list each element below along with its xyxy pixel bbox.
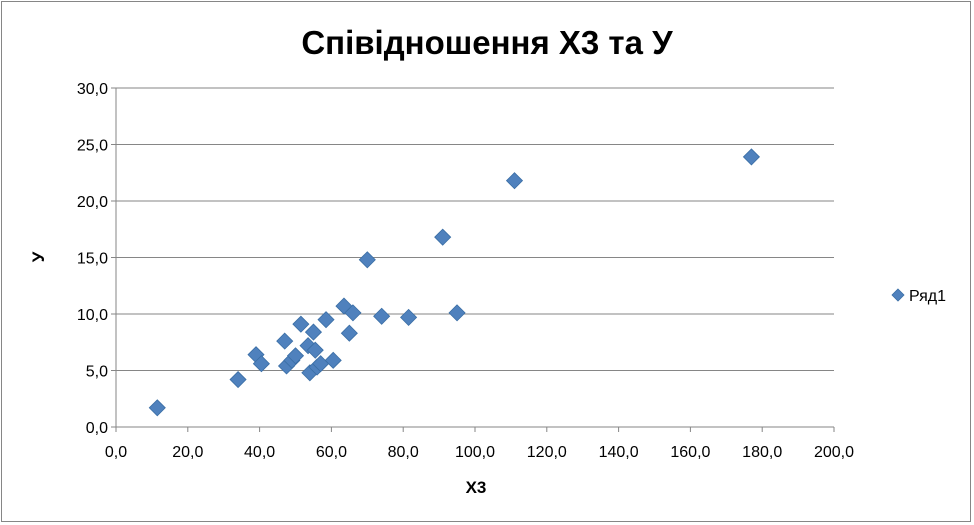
y-tick-label: 15,0 [77,251,108,268]
data-point [373,307,391,325]
chart-title: Співідношення Х3 та У [301,24,673,61]
data-point [286,347,305,365]
y-tick-label: 30,0 [77,81,108,98]
data-point [317,311,335,329]
data-point [400,308,418,326]
data-point [434,228,452,246]
x-tick-label: 40,0 [244,444,275,461]
data-point [340,324,358,342]
y-tick-label: 25,0 [77,138,108,155]
grid [111,87,834,428]
y-tick-label: 20,0 [77,194,108,211]
data-point [344,304,362,322]
data-point [304,323,323,341]
data-point [276,332,294,350]
data-point [292,315,310,333]
data-point [306,341,324,359]
legend-marker-icon [891,288,905,302]
x-tick-label: 120,0 [527,444,567,461]
data-point [252,355,270,373]
x-tick-label: 20,0 [172,444,203,461]
data-point [448,304,466,322]
data-point [229,370,247,389]
y-tick-label: 0,0 [86,420,108,437]
data-point [148,399,166,417]
axes [115,88,835,432]
y-axis-title: У [29,251,48,262]
y-tick-label: 10,0 [77,307,108,324]
x-tick-labels: 0,0 20,0 40,0 60,0 80,0 100,0 120,0 140,0 160,0 1… [105,444,854,461]
legend: Ряд1 [891,288,946,305]
x-tick-label: 160,0 [670,444,710,461]
x-axis-title: Х3 [466,478,487,497]
legend-label: Ряд1 [909,288,946,305]
y-tick-labels: 0,0 5,0 10,0 15,0 20,0 25,0 30,0 [77,81,108,437]
data-points [148,148,760,417]
data-point [324,351,342,369]
x-tick-label: 80,0 [388,444,419,461]
y-tick-label: 5,0 [86,364,108,381]
x-tick-label: 180,0 [742,444,782,461]
x-tick-label: 140,0 [599,444,639,461]
data-point [358,251,376,269]
x-tick-label: 100,0 [455,444,495,461]
x-tick-label: 60,0 [316,444,347,461]
x-tick-label: 200,0 [814,444,854,461]
data-point [505,172,524,190]
x-tick-label: 0,0 [105,444,127,461]
data-point [742,148,760,166]
